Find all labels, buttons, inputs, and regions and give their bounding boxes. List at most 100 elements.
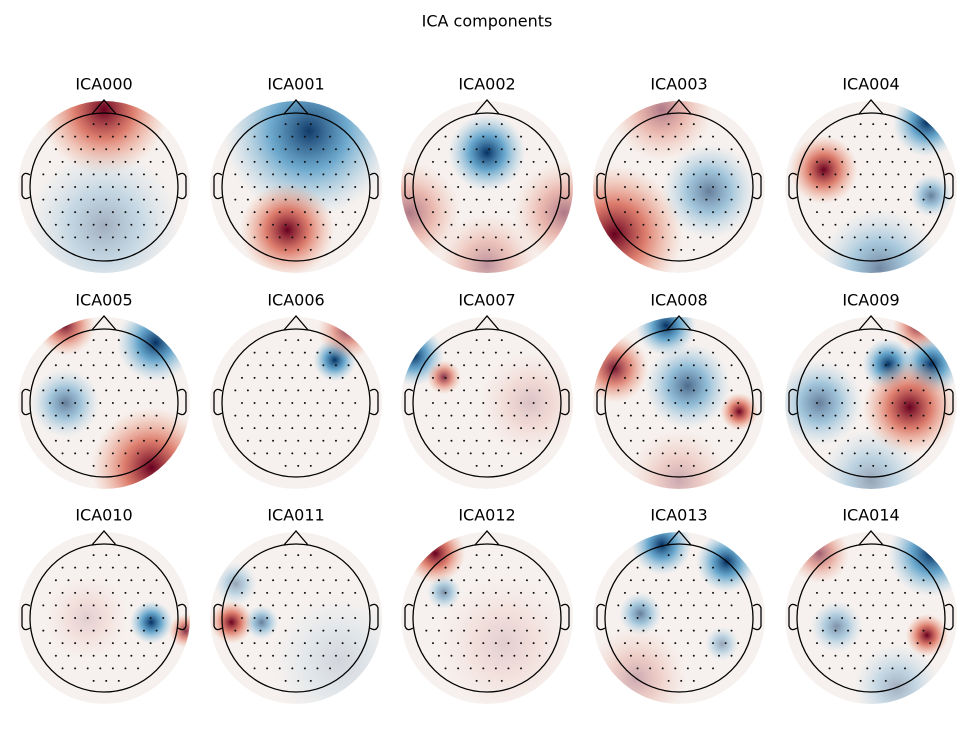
sensor [149,402,152,404]
field-blob [789,532,850,584]
sensor [266,667,269,670]
sensor [866,566,869,569]
sensor [105,629,108,632]
sensor [309,439,312,442]
panel-title: ICA005 [75,291,132,310]
sensor [42,629,45,632]
sensor [105,554,108,557]
topomap: ICA002 [401,75,573,273]
sensor [929,617,932,619]
nose [474,530,500,546]
sensor [450,414,453,417]
sensor [878,211,881,214]
sensor [475,554,478,557]
sensor [909,604,912,607]
sensor [513,389,516,392]
sensor [329,591,332,594]
head [604,543,754,693]
sensor [828,591,831,594]
sensor [61,566,64,569]
sensor [617,604,620,607]
sensor [347,364,350,367]
sensor [904,236,907,239]
nose [91,99,117,115]
sensor [815,160,818,163]
sensor [629,223,632,226]
sensor [86,452,89,455]
field-blob [448,113,526,192]
sensor [661,617,664,619]
sensor [124,617,127,619]
sensor [450,364,453,367]
sensor [316,351,319,354]
sensor [80,439,83,442]
sensor [92,654,95,657]
sensor [712,211,715,214]
sensor [99,642,102,645]
sensor [692,439,695,442]
sensor [253,591,256,594]
sensor [623,160,626,163]
sensor [42,604,45,607]
sensor [525,389,528,392]
sensor [149,160,152,163]
sensor [457,402,460,404]
sensor [520,566,523,569]
sensor [278,617,281,619]
sensor [284,339,287,342]
sensor [904,211,907,214]
sensor [699,211,702,214]
sensor [655,364,658,367]
sensor [909,414,912,417]
sensor [525,198,528,201]
sensor [259,223,262,226]
sensor [847,579,850,582]
sensor [859,148,862,151]
sensor [74,591,77,594]
sensor [316,642,319,645]
sensor [532,211,535,214]
field-blob [819,428,923,489]
nose [666,315,692,331]
sensor [655,439,658,442]
sensor [437,198,440,201]
sensor [284,654,287,657]
head [221,112,371,262]
sensor [488,389,491,392]
sensor [92,148,95,151]
sensor [99,591,102,594]
sensor [730,629,733,632]
sensor [444,135,447,138]
sensor [137,642,140,645]
ear [369,603,379,631]
sensor [897,654,900,657]
sensor [545,427,548,430]
sensor [437,223,440,226]
sensor [457,667,460,670]
sensor [686,351,689,354]
sensor [431,591,434,594]
ear [21,172,31,200]
sensor [507,351,510,354]
sensor [661,642,664,645]
sensor [444,591,447,594]
sensor [272,364,275,367]
head [221,328,371,478]
sensor [469,186,472,188]
sensor [246,414,249,417]
sensor [815,211,818,214]
sensor [674,452,677,455]
sensor [674,376,677,379]
sensor [532,160,535,163]
sensor [922,654,925,657]
sensor [253,566,256,569]
sensor [475,629,478,632]
sensor [347,173,350,176]
sensor [724,617,727,619]
sensor [828,236,831,239]
sensor [92,579,95,582]
sensor [80,414,83,417]
sensor [278,566,281,569]
sensor [54,579,57,582]
sensor [322,223,325,226]
